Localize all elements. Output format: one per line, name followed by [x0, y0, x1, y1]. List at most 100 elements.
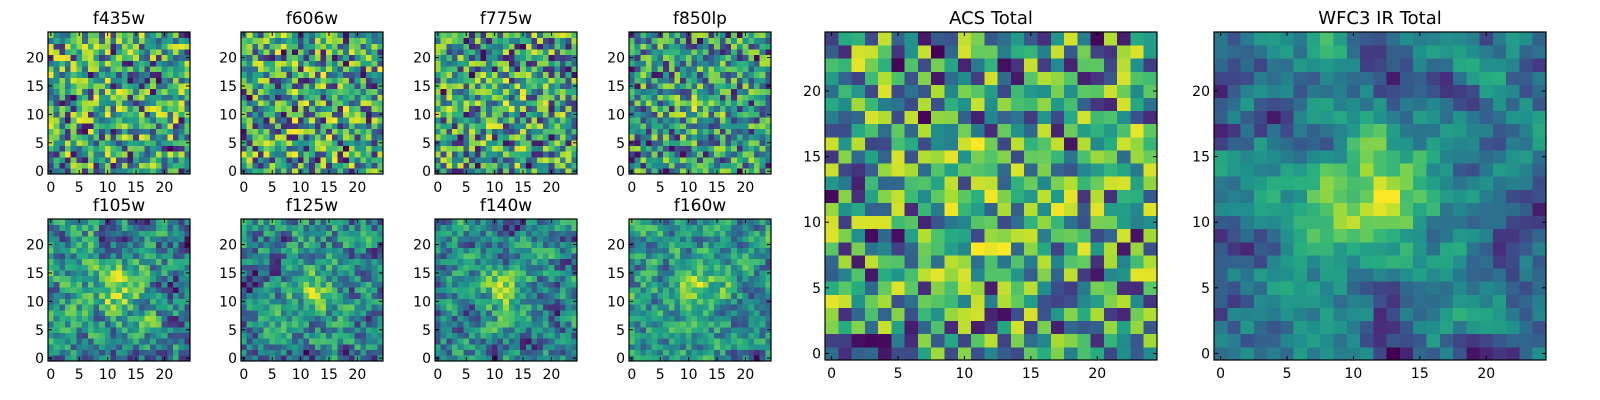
y-tick-label: 0	[228, 164, 237, 180]
heatmap-cell	[565, 236, 572, 243]
heatmap-cell	[76, 117, 83, 124]
heatmap-cell	[127, 241, 134, 248]
heatmap-cell	[252, 83, 259, 90]
heatmap-cell	[469, 230, 476, 237]
heatmap-cell	[297, 122, 304, 129]
heatmap-cell	[76, 162, 83, 169]
heatmap-cell	[65, 49, 72, 56]
heatmap-cell	[82, 281, 89, 288]
heatmap-cell	[343, 139, 350, 146]
heatmap-cell	[474, 355, 481, 362]
heatmap-cell	[99, 253, 106, 260]
heatmap-cell	[469, 100, 476, 107]
heatmap-cell	[360, 355, 367, 362]
heatmap-cell	[150, 156, 157, 164]
heatmap-cell	[127, 315, 134, 322]
heatmap-cell	[246, 145, 253, 152]
heatmap-cell	[446, 281, 453, 288]
heatmap-cell	[765, 32, 772, 39]
heatmap-cell	[292, 338, 299, 345]
heatmap-cell	[292, 349, 299, 356]
heatmap-cell	[144, 275, 151, 282]
heatmap-cell	[161, 275, 168, 282]
heatmap-cell	[491, 258, 498, 265]
heatmap-cell	[121, 343, 128, 351]
heatmap-cell	[531, 230, 538, 237]
heatmap-cell	[520, 224, 527, 231]
heatmap-cell	[457, 32, 464, 39]
heatmap-cell	[377, 253, 384, 260]
heatmap-cell	[144, 151, 151, 158]
heatmap-cell	[452, 287, 459, 294]
heatmap-cell	[748, 355, 755, 362]
heatmap-cell	[184, 349, 191, 356]
heatmap-cell	[714, 151, 721, 158]
heatmap-cell	[525, 134, 532, 141]
heatmap-cell	[691, 355, 698, 362]
heatmap-cell	[269, 88, 276, 95]
heatmap-cell	[565, 88, 572, 95]
heatmap-cell	[263, 94, 270, 101]
heatmap-cell	[736, 49, 743, 56]
heatmap-cell	[343, 94, 350, 101]
heatmap-cell	[360, 156, 367, 164]
heatmap-cell	[371, 321, 378, 328]
heatmap-cell	[714, 60, 721, 67]
heatmap-cell	[554, 128, 561, 135]
heatmap-cell	[731, 83, 738, 90]
heatmap-cell	[360, 275, 367, 282]
heatmap-cell	[127, 83, 134, 90]
heatmap-cell	[680, 134, 687, 141]
heatmap-cell	[571, 315, 578, 322]
heatmap-cell	[246, 315, 253, 322]
heatmap-cell	[440, 49, 447, 56]
heatmap-cell	[82, 94, 89, 101]
heatmap-cell	[748, 343, 755, 351]
heatmap-cell	[634, 105, 641, 112]
heatmap-cell	[491, 292, 498, 299]
heatmap-cell	[731, 292, 738, 299]
heatmap-cell	[748, 94, 755, 101]
x-tick-label: 10	[486, 180, 504, 196]
heatmap-cell	[680, 71, 687, 78]
heatmap-cell	[53, 338, 60, 345]
heatmap-cell	[525, 338, 532, 345]
heatmap-cell	[252, 117, 259, 124]
heatmap-cell	[280, 37, 287, 44]
heatmap-cell	[93, 219, 100, 226]
heatmap-cell	[565, 275, 572, 282]
heatmap-cell	[520, 326, 527, 333]
heatmap-cell	[497, 292, 504, 299]
heatmap-cell	[680, 37, 687, 44]
heatmap-cell	[634, 168, 641, 175]
heatmap-cell	[463, 151, 470, 158]
heatmap-cell	[70, 298, 77, 305]
heatmap-cell	[167, 281, 174, 288]
heatmap-cell	[65, 94, 72, 101]
heatmap-cell	[480, 326, 487, 333]
heatmap-cell	[668, 88, 675, 95]
heatmap-cell	[640, 111, 647, 118]
heatmap-cell	[486, 32, 493, 39]
heatmap-cell	[446, 224, 453, 231]
heatmap-cell	[657, 139, 664, 146]
heatmap-cell	[93, 122, 100, 129]
heatmap-cell	[714, 139, 721, 146]
heatmap-cell	[354, 349, 361, 356]
heatmap-cell	[520, 253, 527, 260]
heatmap-cell	[571, 247, 578, 254]
heatmap-cell	[725, 281, 732, 288]
heatmap-cell	[685, 71, 692, 78]
heatmap-cell	[548, 264, 555, 271]
heatmap-cell	[280, 145, 287, 152]
heatmap-cell	[463, 326, 470, 333]
heatmap-cell	[70, 355, 77, 362]
heatmap-cell	[82, 66, 89, 73]
heatmap-cell	[59, 247, 66, 254]
heatmap-cell	[348, 349, 355, 356]
heatmap-cell	[184, 156, 191, 164]
heatmap-cell	[87, 151, 94, 158]
heatmap-cell	[520, 304, 527, 311]
heatmap-cell	[725, 128, 732, 135]
heatmap-cell	[354, 230, 361, 237]
